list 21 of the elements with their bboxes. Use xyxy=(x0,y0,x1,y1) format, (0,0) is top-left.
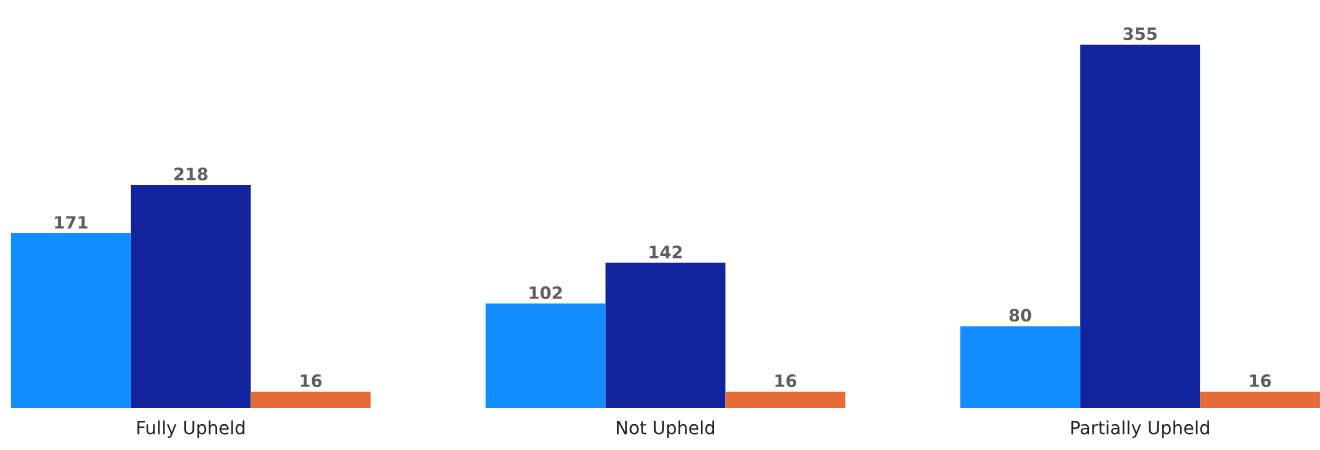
data-label: 218 xyxy=(174,167,208,181)
data-label: 355 xyxy=(1123,27,1157,41)
data-label: 171 xyxy=(55,216,88,229)
bar xyxy=(250,391,371,408)
bar xyxy=(130,184,251,408)
data-label: 16 xyxy=(1250,374,1271,388)
data-label: 80 xyxy=(1009,308,1032,322)
data-label: 142 xyxy=(649,245,682,259)
data-label: 16 xyxy=(775,374,797,388)
x-tick-label: Not Upheld xyxy=(617,420,715,438)
bar xyxy=(485,303,606,408)
bar xyxy=(1200,391,1320,408)
data-label: 16 xyxy=(300,374,322,388)
bar xyxy=(605,262,726,408)
x-tick-label: Fully Upheld xyxy=(137,420,245,438)
bar xyxy=(10,233,131,408)
bar xyxy=(1080,44,1201,408)
bar xyxy=(725,391,846,408)
x-tick-label: Partially Upheld xyxy=(1071,420,1209,438)
data-label: 102 xyxy=(529,286,562,300)
bar xyxy=(960,326,1081,408)
